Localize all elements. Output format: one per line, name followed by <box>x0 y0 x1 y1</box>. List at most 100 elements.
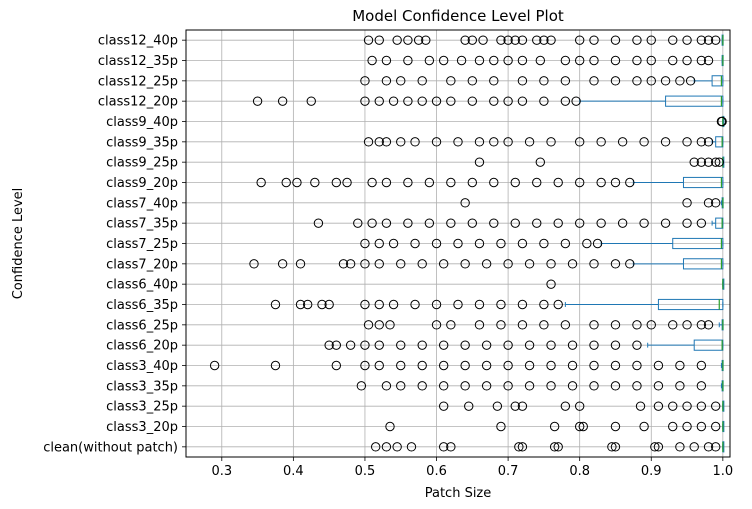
outlier-point <box>560 76 571 86</box>
outlier-point <box>546 381 556 391</box>
outlier-point <box>703 320 714 330</box>
x-axis-label: Patch Size <box>425 486 492 501</box>
outlier-point <box>639 421 649 432</box>
outlier-point <box>338 259 349 269</box>
outlier-point <box>474 299 485 310</box>
outlier-point <box>460 198 470 208</box>
outlier-point <box>560 401 571 411</box>
outlier-point <box>567 259 578 269</box>
outlier-point <box>438 259 449 269</box>
outlier-point <box>703 137 714 147</box>
outlier-point <box>281 177 291 188</box>
outlier-point <box>360 360 370 371</box>
outlier-point <box>539 320 549 330</box>
outlier-point <box>546 259 556 269</box>
outlier-point <box>503 137 513 147</box>
outlier-point <box>717 116 727 127</box>
outlier-point <box>553 442 563 452</box>
outlier-point <box>417 360 427 371</box>
outlier-point <box>331 340 342 350</box>
outlier-point <box>367 218 377 228</box>
box-iqr <box>682 176 724 189</box>
outlier-point <box>306 96 316 106</box>
outlier-point <box>574 55 585 66</box>
outlier-point <box>374 299 384 310</box>
outlier-point <box>535 55 546 66</box>
outlier-point <box>607 442 617 452</box>
box-iqr <box>711 75 724 87</box>
y-tick-label: class12_35p <box>98 54 178 69</box>
outlier-point <box>446 177 456 188</box>
outlier-point <box>532 218 542 228</box>
outlier-point <box>431 320 442 330</box>
y-tick-label: class3_20p <box>106 420 178 435</box>
outlier-point <box>292 177 302 188</box>
outlier-point <box>574 401 585 411</box>
outlier-point <box>438 360 449 371</box>
outlier-point <box>489 76 499 86</box>
y-tick-label: class7_40p <box>106 196 178 211</box>
outlier-point <box>689 442 699 452</box>
outlier-point <box>446 96 456 106</box>
outlier-point <box>589 340 599 350</box>
outlier-point <box>675 76 685 86</box>
outlier-point <box>653 360 664 371</box>
outlier-point <box>363 35 374 45</box>
outlier-point <box>417 76 427 86</box>
outlier-point <box>710 198 721 208</box>
outlier-point <box>610 76 621 86</box>
outlier-point <box>431 299 442 310</box>
outlier-point <box>396 381 406 391</box>
outlier-point <box>478 35 488 45</box>
outlier-point <box>302 299 313 310</box>
outlier-point <box>324 299 334 310</box>
outlier-point <box>632 381 642 391</box>
outlier-point <box>668 401 678 411</box>
box-iqr <box>665 95 724 107</box>
outlier-point <box>682 320 692 330</box>
outlier-point <box>682 198 692 208</box>
outlier-point <box>546 35 556 45</box>
outlier-point <box>696 157 707 167</box>
outlier-point <box>639 137 649 147</box>
outlier-point <box>503 96 513 106</box>
outlier-point <box>549 442 560 452</box>
outlier-point <box>360 259 370 269</box>
outlier-point <box>574 421 585 432</box>
outlier-point <box>668 320 678 330</box>
outlier-point <box>424 55 435 66</box>
outlier-point <box>392 442 402 452</box>
outlier-point <box>539 299 549 310</box>
outlier-point <box>696 320 707 330</box>
y-tick-label: class3_25p <box>106 400 178 415</box>
outlier-point <box>489 177 499 188</box>
outlier-point <box>632 360 642 371</box>
x-tick-label: 0.8 <box>569 464 590 479</box>
outlier-point <box>517 35 528 45</box>
outlier-point <box>396 76 406 86</box>
outlier-point <box>381 218 392 228</box>
outlier-point <box>367 55 377 66</box>
outlier-point <box>403 96 413 106</box>
outlier-point <box>467 35 478 45</box>
outlier-point <box>532 177 542 188</box>
outlier-point <box>589 76 599 86</box>
outlier-point <box>532 35 542 45</box>
outlier-point <box>460 360 470 371</box>
outlier-point <box>496 299 506 310</box>
outlier-point <box>517 76 528 86</box>
outlier-point <box>703 442 714 452</box>
outlier-point <box>653 442 664 452</box>
outlier-point <box>710 157 721 167</box>
outlier-point <box>381 55 392 66</box>
outlier-point <box>685 76 696 86</box>
outlier-point <box>360 340 370 350</box>
outlier-point <box>703 55 714 66</box>
outlier-point <box>417 259 427 269</box>
outlier-point <box>381 137 392 147</box>
outlier-point <box>249 259 259 269</box>
y-tick-label: clean(without patch) <box>43 440 178 455</box>
outlier-point <box>438 442 449 452</box>
outlier-point <box>388 299 399 310</box>
x-tick-label: 0.9 <box>641 464 662 479</box>
